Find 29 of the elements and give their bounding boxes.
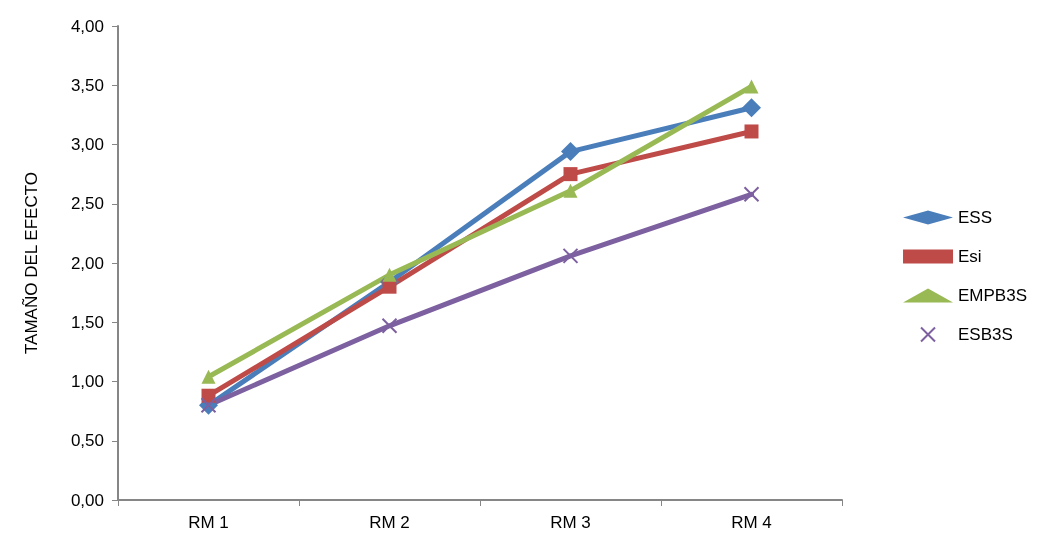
point: [744, 124, 759, 139]
legend-label: Esi: [958, 247, 982, 266]
x-tick-label: RM 3: [550, 513, 591, 532]
point: [381, 317, 398, 334]
legend-label: ESB3S: [958, 325, 1013, 344]
point: [563, 167, 578, 182]
y-tick-label: 3,00: [70, 135, 104, 154]
y-tick-label: 0,00: [70, 490, 104, 510]
y-tick-label: 0,50: [70, 431, 104, 451]
y-tick-label: 1,00: [70, 372, 104, 391]
x-tick-label: RM 4: [731, 513, 772, 532]
point: [382, 267, 397, 282]
x-tick-label: RM 1: [188, 513, 229, 532]
legend-label: ESS: [958, 208, 993, 227]
legend-label: EMPB3S: [958, 286, 1028, 305]
point: [743, 186, 760, 203]
point: [201, 369, 216, 384]
y-tick-label: 2,00: [70, 253, 104, 273]
point: [744, 79, 759, 94]
x-tick-label: RM 2: [369, 513, 410, 532]
y-tick-label: 2,50: [70, 194, 104, 214]
y-tick-label: 3,50: [70, 75, 104, 95]
y-axis-title: TAMAÑO DEL EFECTO: [22, 172, 41, 354]
point: [561, 142, 580, 162]
point: [742, 98, 761, 118]
point: [563, 183, 578, 198]
y-tick-label: 4,00: [70, 16, 104, 36]
point: [562, 247, 579, 264]
y-tick-label: 1,50: [70, 312, 104, 332]
